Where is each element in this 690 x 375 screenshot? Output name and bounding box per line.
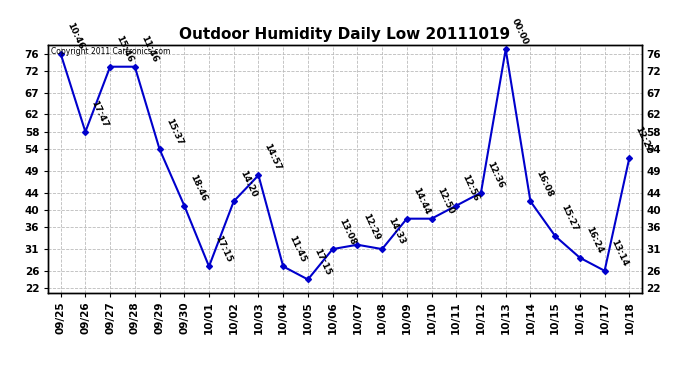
Text: 12:50: 12:50	[435, 186, 456, 216]
Text: 17:15: 17:15	[312, 247, 333, 277]
Text: 12:56: 12:56	[460, 173, 481, 203]
Text: Copyright 2011 Cartronics.com: Copyright 2011 Cartronics.com	[51, 48, 170, 57]
Text: 00:00: 00:00	[510, 17, 530, 46]
Text: 15:27: 15:27	[560, 203, 580, 233]
Text: 11:46: 11:46	[139, 34, 159, 64]
Text: 15:46: 15:46	[115, 34, 135, 64]
Text: 14:57: 14:57	[263, 142, 283, 172]
Text: 17:15: 17:15	[213, 234, 233, 264]
Text: 16:24: 16:24	[584, 225, 604, 255]
Title: Outdoor Humidity Daily Low 20111019: Outdoor Humidity Daily Low 20111019	[179, 27, 511, 42]
Text: 10:46: 10:46	[65, 21, 85, 51]
Text: 15:37: 15:37	[164, 117, 184, 146]
Text: 18:46: 18:46	[188, 173, 209, 203]
Text: 12:22: 12:22	[633, 125, 653, 155]
Text: 12:36: 12:36	[485, 160, 505, 190]
Text: 12:29: 12:29	[362, 212, 382, 242]
Text: 13:14: 13:14	[609, 238, 629, 268]
Text: 14:20: 14:20	[238, 169, 258, 198]
Text: 11:45: 11:45	[287, 234, 308, 264]
Text: 13:08: 13:08	[337, 217, 357, 246]
Text: 14:33: 14:33	[386, 216, 406, 246]
Text: 16:08: 16:08	[535, 169, 555, 198]
Text: 17:47: 17:47	[90, 99, 110, 129]
Text: 14:44: 14:44	[411, 186, 431, 216]
